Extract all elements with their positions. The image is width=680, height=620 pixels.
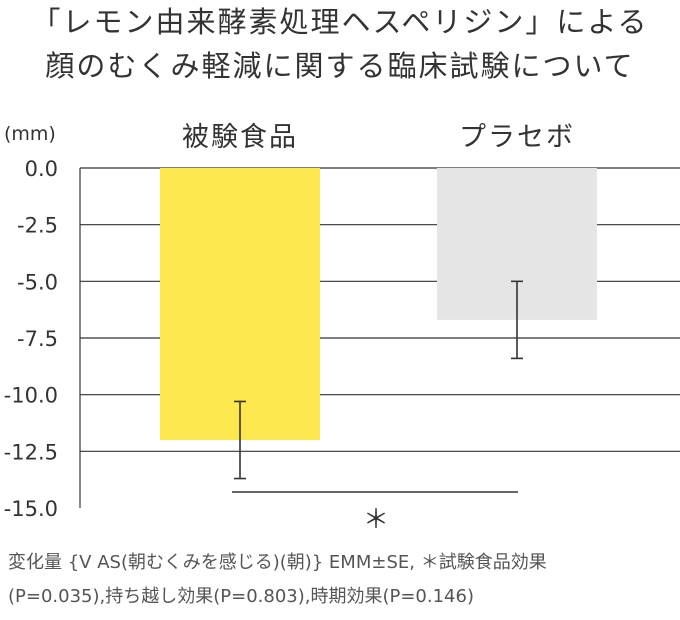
y-tick-label: -12.5 bbox=[4, 440, 58, 464]
labels: 0.0 -2.5 -5.0 -7.5 -10.0 -12.5 -15.0 (mm) 被験食品 プラ… bbox=[4, 122, 575, 535]
footnote-line1: 変化量 {V AS(朝むくみを感じる)(朝)} EMM±SE, ＊試験食品効果 bbox=[8, 552, 547, 573]
footnote-line2: (P=0.035),持ち越し効果(P=0.803),時期効果(P=0.146) bbox=[8, 586, 474, 607]
y-tick-label: 0.0 bbox=[25, 157, 58, 181]
bar bbox=[160, 168, 320, 440]
y-tick-label: -15.0 bbox=[4, 497, 58, 521]
y-tick-label: -7.5 bbox=[17, 327, 58, 351]
y-tick-label: -5.0 bbox=[17, 270, 58, 294]
y-tick-label: -10.0 bbox=[4, 384, 58, 408]
y-tick-label: -2.5 bbox=[17, 214, 58, 238]
significance-marker: ＊ bbox=[363, 505, 389, 535]
category-label: プラセボ bbox=[459, 122, 575, 153]
bars bbox=[160, 168, 597, 480]
category-label: 被験食品 bbox=[182, 122, 298, 153]
y-axis-label: (mm) bbox=[4, 123, 56, 145]
bar-chart: 0.0 -2.5 -5.0 -7.5 -10.0 -12.5 -15.0 (mm) 被験食品 プラ… bbox=[4, 122, 680, 535]
chart-title-line2: 顔のむくみ軽減に関する臨床試験について bbox=[45, 49, 635, 83]
chart-title-line1: 「レモン由来酵素処理ヘスペリジン」による bbox=[31, 5, 649, 39]
axes bbox=[79, 168, 518, 508]
